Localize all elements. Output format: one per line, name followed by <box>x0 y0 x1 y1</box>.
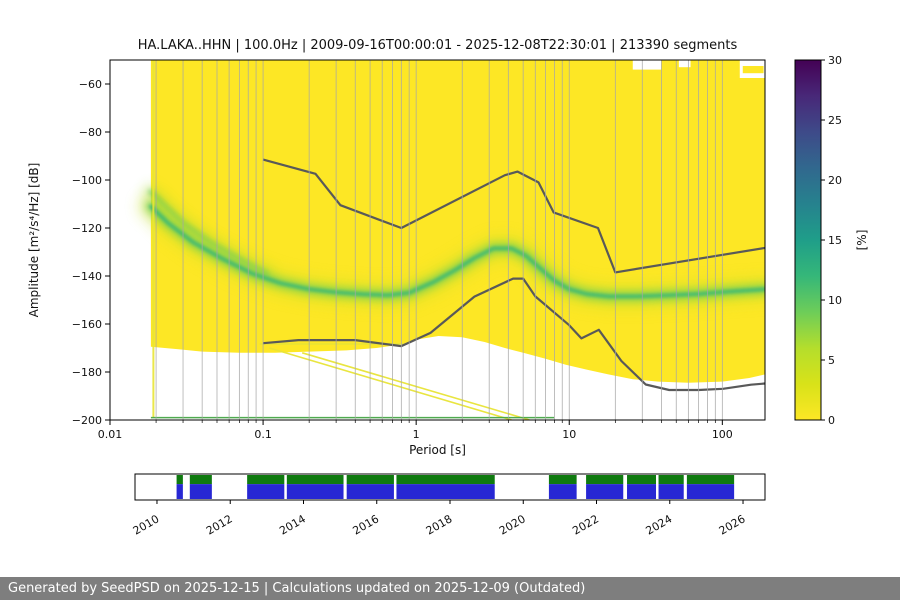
year-label: 2024 <box>644 512 675 537</box>
colorbar-tick-label: 25 <box>828 114 842 127</box>
coverage-segment-green <box>189 475 212 485</box>
coverage-segment-green <box>658 475 684 485</box>
coverage-segment-blue <box>189 484 212 499</box>
density-band-mode-ridge <box>148 204 765 299</box>
coverage-segment-blue <box>286 484 344 499</box>
density-gap <box>632 60 662 70</box>
plot-border <box>109 59 766 421</box>
y-tick-label: −200 <box>72 414 102 427</box>
colorbar-tick-label: 30 <box>828 54 842 67</box>
noise-model-NHNM <box>262 158 765 274</box>
status-bar: Generated by SeedPSD on 2025-12-15 | Cal… <box>0 577 900 600</box>
year-label: 2016 <box>350 512 381 537</box>
year-label: 2020 <box>497 512 528 537</box>
coverage-segment-green <box>686 475 735 485</box>
colorbar-tick-label: 10 <box>828 294 842 307</box>
coverage-segment-green <box>286 475 344 485</box>
coverage-segment-blue <box>176 484 183 499</box>
plot-title: HA.LAKA..HHN | 100.0Hz | 2009-09-16T00:0… <box>137 38 738 53</box>
coverage-segment-green <box>627 475 657 485</box>
x-axis-label: Period [s] <box>409 443 466 457</box>
coverage-segment-blue <box>658 484 684 499</box>
y-tick-label: −60 <box>79 78 102 91</box>
year-label: 2022 <box>570 512 601 537</box>
coverage-segment-blue <box>548 484 577 499</box>
y-tick-label: −180 <box>72 366 102 379</box>
coverage-segment-green <box>176 475 183 485</box>
grid <box>109 60 723 420</box>
density-gap <box>678 60 691 68</box>
coverage-segment-blue <box>247 484 285 499</box>
coverage-segment-green <box>586 475 624 485</box>
colorbar-tick-label: 20 <box>828 174 842 187</box>
y-tick-label: −140 <box>72 270 102 283</box>
colorbar-tick-label: 5 <box>828 354 835 367</box>
colorbar-tick-label: 0 <box>828 414 835 427</box>
ppsd-plot-canvas: 0.01 0.1 1 10 100−60−80−100−120−140−160−180−… <box>72 54 842 538</box>
coverage-timeline: 2010 2012 2014 2016 2018 2020 2022 2024 2026 <box>131 473 766 538</box>
x-tick-label: 0.1 <box>254 428 272 441</box>
density-patch <box>742 66 764 74</box>
x-tick-label: 1 <box>413 428 420 441</box>
y-tick-label: −120 <box>72 222 102 235</box>
colorbar: 0 5 10 15 20 25 30 <box>794 54 842 427</box>
year-label: 2014 <box>277 512 308 537</box>
status-text: Generated by SeedPSD on 2025-12-15 | Cal… <box>8 581 586 596</box>
coverage-segment-green <box>396 475 495 485</box>
coverage-segment-green <box>247 475 285 485</box>
x-tick-label: 10 <box>562 428 576 441</box>
colorbar-gradient <box>795 60 821 420</box>
outlier-line <box>269 347 512 420</box>
coverage-segment-blue <box>586 484 624 499</box>
colorbar-tick-label: 15 <box>828 234 842 247</box>
coverage-segment-green <box>548 475 577 485</box>
year-label: 2026 <box>717 512 748 537</box>
year-label: 2012 <box>204 512 235 537</box>
x-tick-label: 100 <box>712 428 733 441</box>
density-fill <box>150 60 765 383</box>
y-tick-label: −160 <box>72 318 102 331</box>
coverage-segment-blue <box>396 484 495 499</box>
coverage-segment-green <box>346 475 394 485</box>
y-tick-label: −100 <box>72 174 102 187</box>
coverage-segment-blue <box>686 484 735 499</box>
y-tick-label: −80 <box>79 126 102 139</box>
density-heatmap <box>138 60 765 420</box>
year-label: 2010 <box>131 512 162 537</box>
year-label: 2018 <box>424 512 455 537</box>
coverage-segment-blue <box>346 484 394 499</box>
coverage-segment-blue <box>627 484 657 499</box>
x-tick-label: 0.01 <box>98 428 123 441</box>
